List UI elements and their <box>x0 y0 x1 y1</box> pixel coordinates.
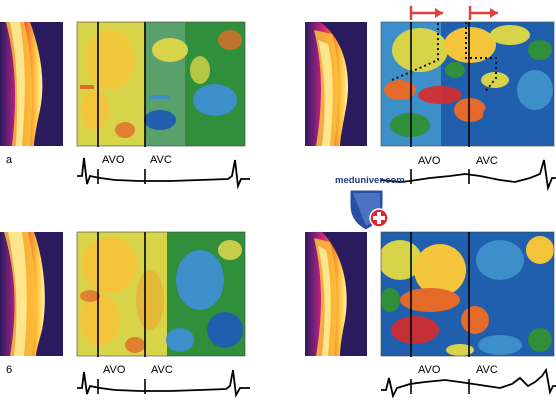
avo-label: AVO <box>103 364 126 376</box>
panel-d: AVO AVC <box>305 231 556 399</box>
avc-label: AVC <box>150 154 172 166</box>
m-mode-image <box>305 232 367 356</box>
avo-label: AVO <box>418 155 441 167</box>
avc-label: AVC <box>476 155 498 167</box>
tissue-velocity-map <box>380 21 555 147</box>
avc-label: AVC <box>151 364 173 376</box>
panel-label: 6 <box>6 364 12 376</box>
interval-arrow-2 <box>468 6 498 20</box>
panel-b: AVO AVC <box>305 6 556 192</box>
tissue-velocity-map <box>76 21 246 147</box>
avo-label: AVO <box>418 364 441 376</box>
avo-label: AVO <box>102 154 125 166</box>
panel-label: a <box>6 154 13 166</box>
watermark: meduniver.com <box>335 175 405 231</box>
watermark-text: meduniver.com <box>335 175 405 186</box>
ecg-trace <box>380 159 556 192</box>
ecg-trace <box>77 369 250 398</box>
m-mode-image <box>0 232 63 356</box>
panel-c: AVO AVC 6 <box>0 231 250 398</box>
ecg-trace <box>77 157 250 190</box>
ecg-trace <box>381 367 556 399</box>
tissue-velocity-map <box>76 231 246 357</box>
dotted-contour <box>391 22 497 93</box>
m-mode-image <box>0 22 63 146</box>
panel-a: AVO AVC a <box>0 21 250 190</box>
interval-arrow-1 <box>409 6 443 20</box>
tissue-velocity-map <box>380 231 555 357</box>
avc-label: AVC <box>476 364 498 376</box>
m-mode-image <box>305 22 367 146</box>
